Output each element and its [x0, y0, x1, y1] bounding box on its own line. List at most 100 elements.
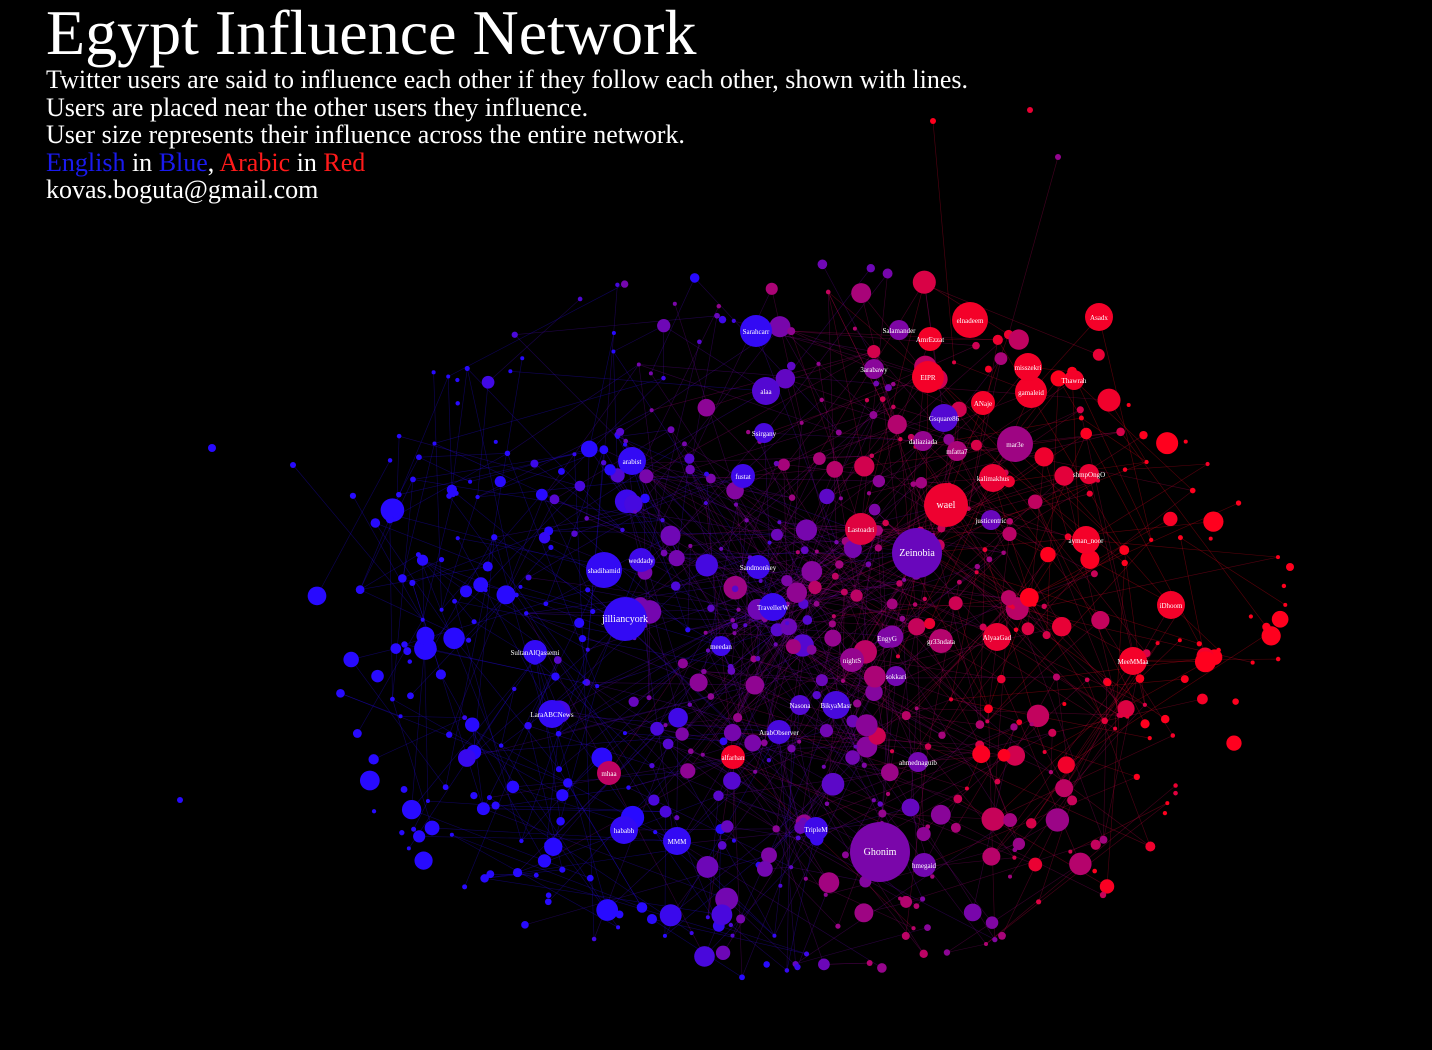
node: [938, 731, 946, 739]
edge: [558, 620, 733, 734]
edge: [790, 330, 862, 530]
edge: [731, 615, 834, 672]
node: [1261, 626, 1281, 646]
edge: [687, 545, 691, 630]
edge: [586, 475, 744, 519]
node: [387, 458, 393, 463]
edge: [734, 549, 805, 627]
edge: [625, 440, 747, 521]
node: [399, 829, 405, 836]
node: [457, 749, 476, 767]
node-label: shadihamid: [588, 567, 621, 575]
node: [336, 688, 345, 698]
node: [538, 532, 551, 544]
node: [610, 816, 638, 844]
edge: [651, 765, 801, 825]
edge: [483, 787, 629, 809]
node: [853, 699, 862, 708]
node: [767, 540, 772, 545]
edge: [534, 463, 623, 531]
edge: [613, 351, 618, 476]
edge: [554, 499, 788, 605]
edge: [705, 632, 833, 639]
edge: [510, 370, 767, 392]
edge: [690, 534, 777, 547]
node: [788, 329, 793, 334]
node: [714, 312, 720, 319]
node: [924, 483, 968, 527]
edge: [398, 457, 420, 495]
edge: [946, 943, 987, 953]
node: [799, 420, 804, 425]
node: [401, 799, 422, 820]
edge: [821, 626, 1062, 681]
node: [765, 282, 778, 295]
node: [826, 460, 844, 478]
node: [871, 798, 876, 803]
node: [1068, 849, 1073, 854]
edge: [1106, 715, 1120, 887]
edge: [644, 498, 778, 612]
node: [803, 951, 810, 957]
node: [1086, 490, 1093, 497]
edge: [1047, 554, 1101, 621]
node: [866, 960, 873, 966]
node: [840, 678, 846, 684]
edge: [690, 564, 840, 752]
edge: [466, 658, 536, 759]
edge: [818, 676, 1057, 679]
node: [624, 494, 643, 514]
node: [930, 874, 935, 879]
node: [930, 404, 958, 432]
node: [891, 381, 896, 387]
edge: [404, 589, 588, 645]
edge: [753, 658, 907, 716]
node-label: gr33ndata: [927, 638, 956, 646]
edge: [979, 724, 1137, 778]
node: [817, 259, 828, 270]
node: [713, 790, 724, 801]
edge: [447, 376, 453, 490]
node: [1092, 348, 1105, 361]
node: [1144, 459, 1149, 465]
node: [707, 693, 715, 700]
node: [1232, 698, 1239, 705]
edge: [340, 693, 568, 784]
node: [544, 898, 552, 906]
node: [901, 931, 910, 940]
node: [446, 374, 451, 379]
edge: [852, 358, 1002, 550]
edge: [987, 619, 1101, 722]
edge: [734, 463, 777, 588]
node: [994, 778, 1001, 785]
node: [878, 809, 887, 818]
node: [582, 680, 587, 685]
node: [854, 903, 874, 923]
node: [493, 439, 498, 444]
edge: [432, 827, 678, 842]
edge: [860, 273, 888, 530]
node: [981, 510, 1001, 530]
node: [591, 936, 597, 942]
edge: [419, 836, 678, 842]
edge: [785, 378, 845, 593]
edge: [819, 424, 898, 459]
edge: [454, 601, 522, 841]
node: [885, 791, 891, 797]
edge: [1046, 378, 1059, 636]
node: [407, 659, 413, 664]
node: [1062, 701, 1067, 707]
edge: [457, 538, 550, 708]
node: [907, 433, 915, 441]
edge: [548, 443, 685, 532]
node: [841, 851, 849, 859]
node: [446, 484, 457, 495]
edge: [827, 291, 901, 440]
edge: [433, 372, 442, 610]
node: [519, 838, 524, 844]
edge: [732, 756, 914, 929]
edge: [375, 522, 455, 639]
edge: [705, 503, 734, 758]
node: [504, 450, 511, 457]
node: [689, 673, 708, 692]
